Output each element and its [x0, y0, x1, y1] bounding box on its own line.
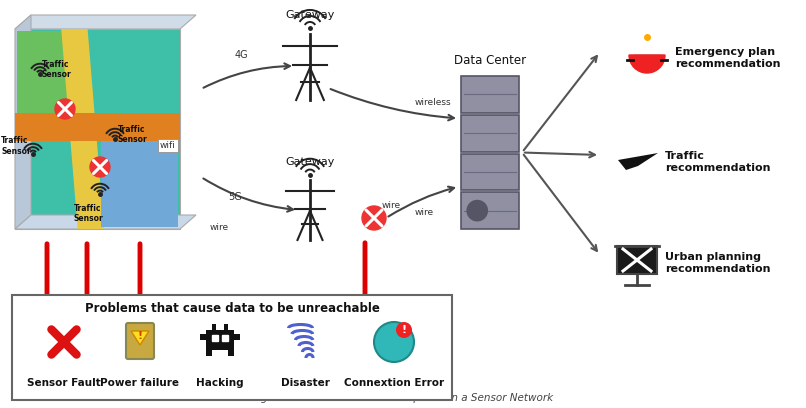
Text: Problems that cause data to be unreachable: Problems that cause data to be unreachab… — [85, 302, 380, 315]
Polygon shape — [224, 324, 228, 330]
Text: Traffic
Sensor: Traffic Sensor — [42, 60, 72, 80]
Text: Emergency plan
recommendation: Emergency plan recommendation — [675, 47, 780, 69]
Text: Traffic
recommendation: Traffic recommendation — [665, 151, 771, 173]
Polygon shape — [101, 133, 178, 227]
Circle shape — [55, 99, 75, 119]
Text: !: ! — [138, 331, 143, 341]
FancyBboxPatch shape — [461, 115, 519, 151]
Polygon shape — [15, 15, 31, 229]
Polygon shape — [17, 31, 85, 117]
FancyBboxPatch shape — [461, 76, 519, 113]
Polygon shape — [206, 350, 212, 356]
Text: Data Center: Data Center — [454, 54, 526, 67]
Polygon shape — [61, 29, 104, 229]
Wedge shape — [629, 55, 665, 73]
Polygon shape — [234, 334, 240, 340]
Text: Power failure: Power failure — [101, 378, 180, 388]
Text: Urban planning
recommendation: Urban planning recommendation — [665, 252, 771, 274]
FancyBboxPatch shape — [617, 246, 657, 274]
Text: Traffic
Sensor: Traffic Sensor — [73, 204, 103, 224]
FancyBboxPatch shape — [461, 153, 519, 190]
Polygon shape — [228, 350, 234, 356]
Text: Hacking: Hacking — [196, 378, 243, 388]
Text: Sensor Fault: Sensor Fault — [27, 378, 101, 388]
FancyBboxPatch shape — [461, 192, 519, 229]
Text: wifi: wifi — [160, 141, 176, 150]
FancyBboxPatch shape — [12, 295, 452, 400]
Text: 4G: 4G — [235, 50, 248, 60]
Text: Gateway: Gateway — [285, 10, 334, 20]
Polygon shape — [206, 330, 234, 350]
Text: !: ! — [401, 325, 406, 335]
Text: wire: wire — [210, 223, 229, 232]
Text: Disaster: Disaster — [280, 378, 330, 388]
Circle shape — [362, 206, 386, 230]
Text: Gateway: Gateway — [285, 157, 334, 167]
Text: 5G: 5G — [228, 192, 242, 202]
Circle shape — [396, 322, 412, 338]
Circle shape — [374, 322, 414, 362]
Text: wireless: wireless — [415, 98, 451, 107]
Polygon shape — [15, 113, 180, 141]
Polygon shape — [15, 215, 196, 229]
Text: wire: wire — [382, 201, 401, 210]
Polygon shape — [15, 15, 196, 29]
Text: Figure 1: Overview of a Data Pipeline in a Sensor Network: Figure 1: Overview of a Data Pipeline in… — [252, 393, 554, 403]
Text: wire: wire — [415, 208, 434, 217]
Circle shape — [90, 157, 110, 177]
Polygon shape — [15, 29, 180, 229]
Text: Traffic
Sensor: Traffic Sensor — [118, 125, 147, 144]
Circle shape — [467, 200, 488, 222]
Polygon shape — [131, 331, 149, 345]
Polygon shape — [200, 334, 206, 340]
Polygon shape — [618, 153, 658, 170]
Bar — [633, 55, 661, 65]
Polygon shape — [101, 141, 178, 227]
Text: Traffic
Sensor: Traffic Sensor — [1, 136, 31, 156]
Polygon shape — [212, 324, 216, 330]
FancyBboxPatch shape — [126, 323, 154, 359]
Text: Connextion Error: Connextion Error — [344, 378, 444, 388]
